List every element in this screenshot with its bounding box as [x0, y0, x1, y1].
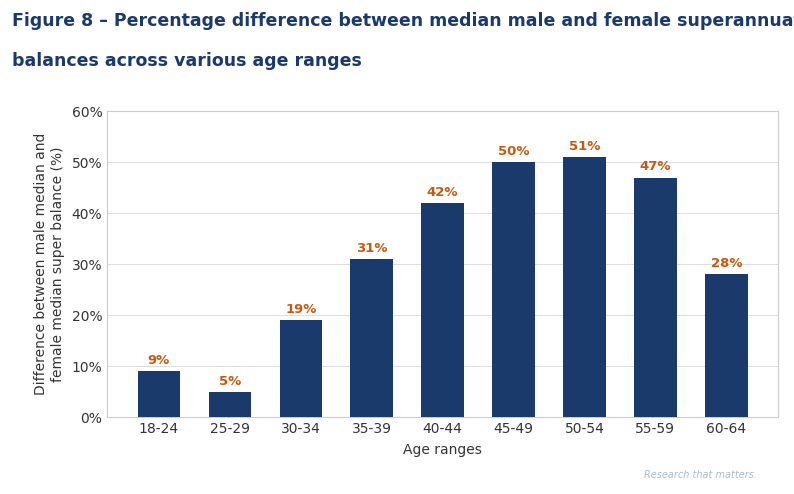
- Y-axis label: Difference between male median and
female median super balance (%): Difference between male median and femal…: [34, 133, 64, 396]
- X-axis label: Age ranges: Age ranges: [403, 443, 482, 457]
- Bar: [492, 162, 535, 417]
- Text: 50%: 50%: [498, 145, 530, 158]
- Text: 51%: 51%: [569, 140, 600, 153]
- Text: 5%: 5%: [219, 375, 241, 388]
- Text: Australia Institute: Australia Institute: [497, 446, 662, 461]
- Text: 47%: 47%: [640, 161, 671, 173]
- Text: Figure 8 – Percentage difference between median male and female superannuation: Figure 8 – Percentage difference between…: [12, 12, 794, 30]
- Text: 31%: 31%: [356, 242, 387, 255]
- Bar: [705, 275, 748, 417]
- Bar: [209, 392, 251, 417]
- Text: The: The: [497, 438, 514, 448]
- Bar: [350, 259, 393, 417]
- Text: 42%: 42%: [427, 186, 458, 199]
- Text: balances across various age ranges: balances across various age ranges: [12, 52, 362, 70]
- Bar: [634, 177, 676, 417]
- Text: Research that matters.: Research that matters.: [644, 470, 757, 480]
- Bar: [279, 321, 322, 417]
- Bar: [422, 203, 464, 417]
- Bar: [563, 157, 606, 417]
- Text: 9%: 9%: [148, 354, 170, 368]
- Bar: [137, 371, 180, 417]
- Text: 28%: 28%: [711, 257, 742, 270]
- Text: 19%: 19%: [285, 303, 317, 316]
